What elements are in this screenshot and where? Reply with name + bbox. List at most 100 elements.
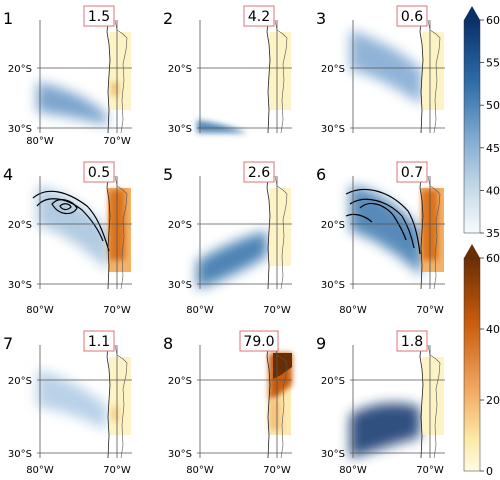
panel-value: 1.8 (401, 334, 423, 350)
coastline (266, 19, 271, 134)
panel-value: 0.5 (88, 165, 110, 181)
panel-1: 1 1.5 20°S 30°S (3, 5, 132, 135)
lat-label-30s: 30°S (8, 449, 32, 460)
lat-label-30s: 30°S (8, 280, 32, 291)
lon-label-80w: 80°W (26, 305, 54, 316)
lat-label-30s: 30°S (168, 449, 192, 460)
lon-label-70w: 70°W (263, 305, 291, 316)
lat-label-30s: 30°S (8, 124, 32, 135)
lat-label-20s: 20°S (321, 376, 345, 387)
lat-label-30s: 30°S (168, 124, 192, 135)
row2-lon-labels: 80°W 70°W 80°W 70°W 80°W 70°W (26, 305, 444, 316)
colorbar-tick-label: 450 (486, 142, 500, 155)
panel-number: 4 (3, 165, 13, 184)
lon-label-80w: 80°W (186, 305, 214, 316)
lat-label-20s: 20°S (168, 376, 192, 387)
coastline (419, 175, 424, 290)
coastline (419, 19, 424, 134)
lon-label-80w: 80°W (26, 136, 54, 147)
land-field (422, 32, 444, 110)
lon-label-70w: 70°W (416, 305, 444, 316)
colorbar-tick-label: 60 (486, 252, 500, 265)
blue-field (350, 403, 420, 458)
panel-number: 1 (3, 9, 13, 28)
colorbar-tick-label: 0 (486, 465, 493, 478)
panel-2: 2 4.2 20°S 30°S (163, 5, 292, 135)
colorbar-tick-label: 500 (486, 99, 500, 112)
coastline (106, 19, 111, 134)
lat-label-20s: 20°S (321, 220, 345, 231)
lat-label-20s: 20°S (8, 220, 32, 231)
coastline (419, 344, 424, 459)
panel-9: 9 1.8 20°S 30°S 80°W 70°W (316, 330, 445, 476)
lat-label-20s: 20°S (168, 64, 192, 75)
lon-label-70w: 70°W (103, 305, 131, 316)
panel-value: 79.0 (243, 334, 274, 350)
value-box (83, 330, 115, 352)
coastline (106, 175, 111, 290)
value-box (83, 161, 115, 183)
blue-field (37, 370, 107, 430)
blue-field (37, 82, 107, 125)
colorbar-tick-label: 600 (486, 14, 500, 27)
lon-label-80w: 80°W (339, 305, 367, 316)
lon-label-70w: 70°W (103, 465, 131, 476)
row1-lon-labels: 80°W 70°W (26, 136, 131, 147)
panel-number: 8 (163, 334, 173, 353)
value-box (243, 161, 275, 183)
panel-8: 8 79.0 20°S 30°S 80°W 70°W (163, 330, 292, 476)
land-field (109, 357, 131, 435)
colorbar-orange: 60 40 20 0 (463, 244, 500, 478)
panel-number: 5 (163, 165, 173, 184)
panel-number: 2 (163, 9, 173, 28)
colorbar-orange-bar (463, 257, 481, 472)
lon-label-70w: 70°W (416, 465, 444, 476)
blue-field (350, 30, 422, 105)
value-box (396, 330, 428, 352)
panel-value: 1.1 (88, 334, 110, 350)
coastline (266, 344, 271, 459)
panel-value: 1.5 (88, 9, 110, 25)
lat-label-20s: 20°S (8, 64, 32, 75)
panel-number: 9 (316, 334, 326, 353)
panel-3: 3 0.6 20°S 30°S (316, 5, 445, 135)
value-box (243, 5, 275, 27)
land-field (269, 32, 291, 110)
colorbar-orange-arrow (464, 244, 480, 258)
lat-label-30s: 30°S (321, 449, 345, 460)
lon-label-80w: 80°W (26, 465, 54, 476)
lat-label-20s: 20°S (321, 64, 345, 75)
colorbar-tick-label: 400 (486, 184, 500, 197)
lat-label-30s: 30°S (168, 280, 192, 291)
value-box (239, 330, 279, 352)
panel-number: 7 (3, 334, 13, 353)
land-field (109, 32, 131, 110)
value-box (396, 161, 428, 183)
lat-label-30s: 30°S (321, 124, 345, 135)
colorbar-tick-label: 350 (486, 227, 500, 240)
panel-5: 5 2.6 20°S 30°S (163, 161, 292, 291)
lon-label-70w: 70°W (263, 465, 291, 476)
colorbar-tick-label: 20 (486, 394, 500, 407)
panel-4: 4 0.5 20°S 30°S (3, 161, 132, 291)
lon-label-80w: 80°W (186, 465, 214, 476)
colorbar-blue-bar (463, 19, 481, 234)
lon-label-70w: 70°W (103, 136, 131, 147)
panel-value: 2.6 (248, 165, 270, 181)
colorbar-blue: 600 550 500 450 400 350 (463, 6, 500, 240)
panel-6: 6 0.7 20°S 30°S (316, 161, 445, 291)
lon-label-80w: 80°W (339, 465, 367, 476)
value-box (83, 5, 115, 27)
contour-lines (32, 190, 110, 252)
blue-field (350, 186, 422, 276)
colorbar-tick-label: 550 (486, 57, 500, 70)
panel-value: 0.6 (401, 9, 423, 25)
coastline (266, 175, 271, 290)
colorbar-blue-arrow (464, 6, 480, 20)
colorbar-tick-label: 40 (486, 323, 500, 336)
panel-value: 4.2 (248, 9, 270, 25)
land-field (422, 357, 444, 435)
lat-label-20s: 20°S (168, 220, 192, 231)
